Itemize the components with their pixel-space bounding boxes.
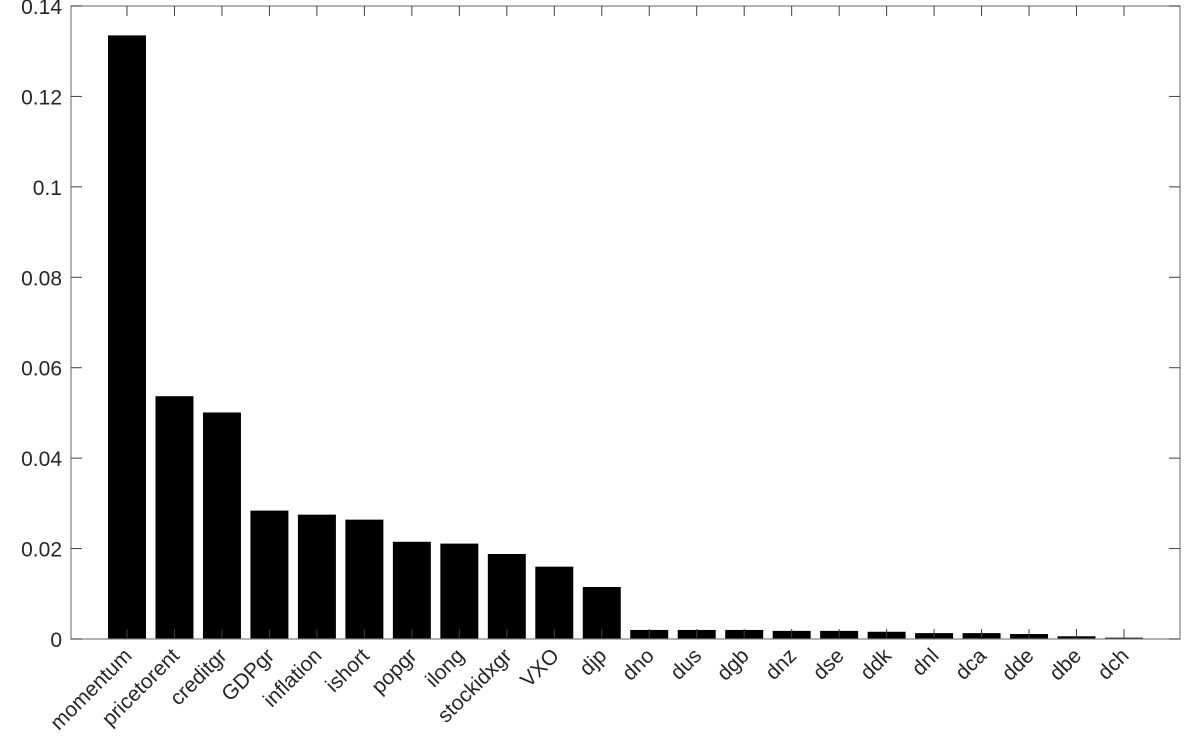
x-tick-label: dgb bbox=[713, 644, 754, 685]
bar-VXO bbox=[535, 566, 574, 639]
bar-pricetorent bbox=[155, 396, 194, 639]
x-tick-label: dbe bbox=[1045, 644, 1086, 685]
bar-ilong bbox=[440, 543, 479, 639]
bar-creditgr bbox=[202, 412, 241, 639]
x-tick-label: dus bbox=[666, 644, 706, 684]
bar-stockidxgr bbox=[487, 553, 526, 639]
y-tick-label: 0.12 bbox=[21, 86, 62, 109]
y-tick-label: 0 bbox=[50, 629, 62, 652]
y-tick-label: 0.02 bbox=[21, 539, 62, 562]
bar-ishort bbox=[345, 519, 384, 639]
x-tick-label: ishort bbox=[321, 644, 374, 697]
y-tick-label: 0.14 bbox=[21, 0, 62, 19]
plot-frame bbox=[70, 5, 1181, 640]
x-tick-label: dch bbox=[1093, 644, 1133, 684]
bar-inflation bbox=[297, 514, 336, 639]
x-tick-label: VXO bbox=[516, 644, 564, 692]
x-tick-label: dnz bbox=[761, 644, 801, 684]
x-tick-label: dca bbox=[951, 644, 991, 684]
y-tick-label: 0.1 bbox=[33, 177, 62, 200]
bar-momentum bbox=[108, 35, 146, 640]
bar-popgr bbox=[392, 541, 431, 639]
y-tick-label: 0.08 bbox=[21, 267, 62, 290]
x-tick-label: dse bbox=[808, 644, 848, 684]
x-tick-label: ddk bbox=[856, 644, 897, 685]
y-tick-label: 0.04 bbox=[21, 448, 62, 471]
x-tick-label: dnl bbox=[908, 644, 944, 680]
x-tick-label: dde bbox=[998, 644, 1039, 685]
x-tick-label: dno bbox=[618, 644, 659, 685]
bar-GDPgr bbox=[250, 510, 289, 639]
y-tick-label: 0.06 bbox=[21, 358, 62, 381]
x-tick-label: popgr bbox=[367, 644, 421, 698]
x-tick-label: djp bbox=[575, 644, 611, 680]
